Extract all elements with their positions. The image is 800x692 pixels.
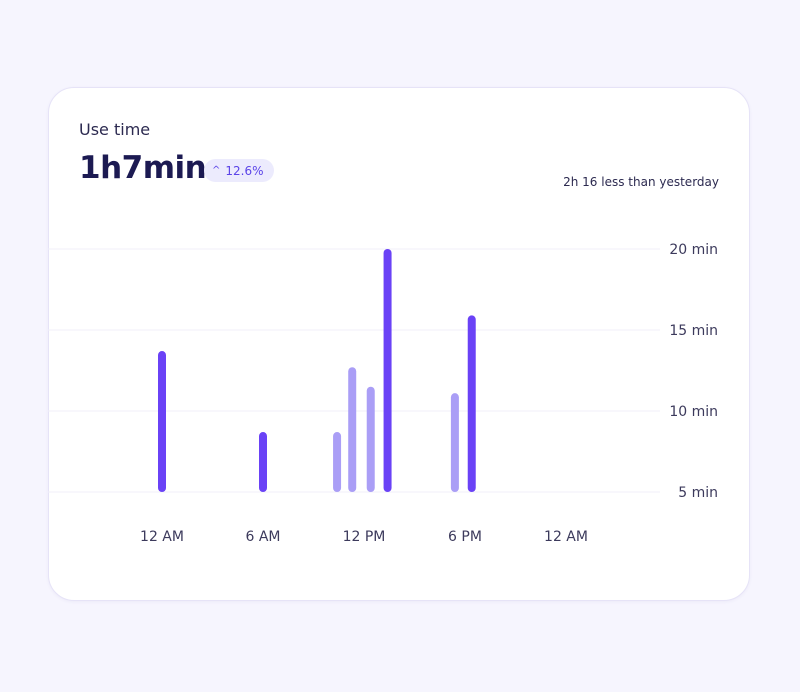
change-value: 12.6%	[225, 163, 264, 178]
usage-bar[interactable]	[333, 432, 342, 492]
usage-bar[interactable]	[259, 432, 267, 492]
x-tick-label: 12 AM	[140, 529, 184, 545]
usage-bar[interactable]	[366, 386, 375, 492]
x-tick-label: 12 PM	[343, 529, 386, 545]
total-use-time: 1h7min	[79, 150, 207, 186]
change-badge: ^ 12.6%	[204, 159, 274, 182]
caret-up-icon: ^	[212, 164, 221, 176]
use-time-card: Use time 1h7min ^ 12.6% 2h 16 less than …	[48, 87, 750, 601]
card-title: Use time	[79, 120, 151, 139]
y-tick-label: 15 min	[669, 323, 718, 339]
comparison-text: 2h 16 less than yesterday	[563, 175, 719, 189]
y-tick-label: 5 min	[678, 485, 718, 501]
usage-bar[interactable]	[450, 393, 459, 492]
y-tick-label: 20 min	[669, 242, 718, 258]
x-tick-label: 6 PM	[448, 529, 482, 545]
x-tick-label: 12 AM	[544, 529, 588, 545]
usage-bar[interactable]	[348, 367, 357, 492]
y-tick-label: 10 min	[669, 404, 718, 420]
usage-bar[interactable]	[383, 249, 392, 492]
x-tick-label: 6 AM	[245, 529, 280, 545]
usage-bar[interactable]	[158, 351, 166, 492]
usage-bar[interactable]	[467, 315, 476, 492]
